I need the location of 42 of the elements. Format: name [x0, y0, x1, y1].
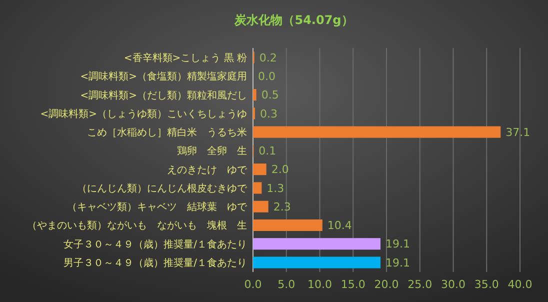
- data-label: 19.1: [385, 238, 410, 251]
- data-label: 0.1: [258, 144, 276, 158]
- y-tick-label: <調味料類>（しょうゆ類）こいくちしょうゆ: [40, 108, 247, 120]
- bar: [253, 200, 268, 212]
- y-tick-label: <調味料類>（だし類）顆粒和風だし: [80, 89, 247, 102]
- y-tick-label: <調味料類>（食塩類）精製塩家庭用: [80, 70, 247, 83]
- data-label: 19.1: [385, 256, 410, 270]
- y-tick-label: えのきたけ ゆで: [167, 164, 248, 176]
- y-tick-label: <香辛料類>こしょう 黒 粉: [124, 52, 247, 64]
- bar: [253, 238, 380, 250]
- data-label: 0.3: [260, 107, 278, 120]
- y-tick-label: こめ［水稲めし］精白米 うるち米: [87, 126, 247, 139]
- x-tick-label: 15.0: [340, 278, 366, 291]
- bar: [253, 256, 380, 268]
- y-tick-label: （キャベツ類）キャベツ 結球葉 ゆで: [67, 201, 248, 214]
- data-label: 1.3: [266, 182, 284, 195]
- x-tick-label: 20.0: [374, 278, 399, 291]
- bar: [253, 126, 501, 138]
- chart-title: 炭水化物（54.07g）: [234, 13, 354, 27]
- bar: [253, 89, 256, 101]
- data-label: 10.4: [327, 219, 352, 232]
- data-label: 2.0: [271, 163, 289, 176]
- x-tick-label: 30.0: [441, 278, 466, 291]
- x-tick-label: 10.0: [308, 278, 332, 291]
- data-label: 0.0: [258, 70, 276, 83]
- data-label: 0.5: [261, 88, 279, 102]
- x-tick-label: 25.0: [408, 278, 432, 291]
- x-tick-label: 40.0: [508, 278, 532, 291]
- bar: [253, 182, 262, 194]
- y-tick-label: （やまのいも類）ながいも ながいも 塊根 生: [27, 220, 247, 232]
- y-tick-label: （にんじん類）にんじん根皮むきゆで: [77, 182, 248, 194]
- bar: [253, 219, 322, 231]
- x-tick-label: 0.0: [244, 278, 262, 291]
- data-label: 2.3: [273, 200, 291, 214]
- y-tick-label: 鶏卵 全卵 生: [177, 145, 247, 158]
- x-tick-label: 5.0: [278, 278, 296, 291]
- data-label: 37.1: [506, 126, 530, 139]
- x-tick-label: 35.0: [474, 278, 499, 291]
- y-tick-label: 男子３０～４９（歳）推奨量/１食あたり: [64, 256, 247, 269]
- bar: [253, 164, 266, 176]
- data-label: 0.2: [259, 51, 277, 64]
- y-tick-label: 女子３０～４９（歳）推奨量/１食あたり: [64, 238, 247, 250]
